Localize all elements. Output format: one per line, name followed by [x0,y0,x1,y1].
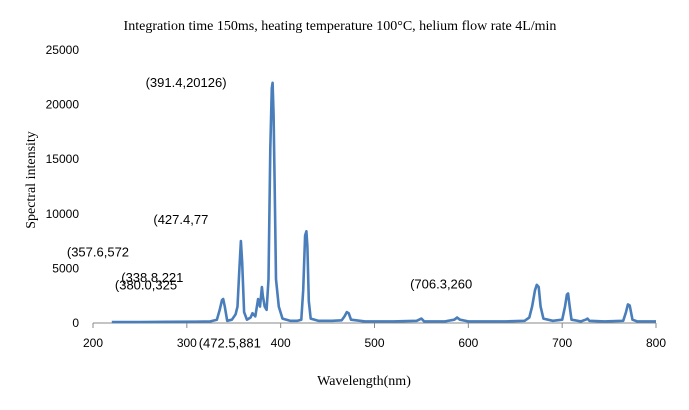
x-axis-label: Wavelength(nm) [317,374,411,389]
y-axis-ticks: 0 5000 10000 15000 20000 25000 [46,43,80,330]
y-tick-label: 5000 [52,261,79,275]
x-tick-label: 200 [83,336,103,350]
x-tick-label: 600 [458,336,478,350]
y-tick-label: 0 [72,316,79,330]
x-tick-label: 800 [646,336,666,350]
peak-annotation: (357.6,572 [67,245,129,260]
x-tick-label: 500 [364,336,384,350]
plot-area [111,81,656,324]
spectrum-line [111,81,656,324]
peak-annotation: (338.8,221 [121,270,183,285]
peak-annotation: (427.4,77 [153,212,208,227]
x-tick-label: 700 [552,336,572,350]
peak-annotation: (706.3,260 [410,277,472,292]
peak-annotation: (391.4,20126) [146,75,227,90]
y-tick-label: 10000 [46,207,80,221]
x-axis-ticks: 200 300 400 500 600 700 800 [83,323,666,350]
peak-annotation: (472.5,881 [199,335,261,350]
peak-annotation: (380.0,325 [115,278,177,293]
y-tick-label: 25000 [46,43,80,57]
y-tick-label: 15000 [46,152,80,166]
y-tick-label: 20000 [46,98,80,112]
x-tick-label: 400 [271,336,291,350]
annotations: (338.8,221 (357.6,572 (380.0,325 (391.4,201… [67,75,472,350]
y-axis-label: Spectral intensity [24,131,39,229]
chart-title: Integration time 150ms, heating temperat… [124,19,557,34]
x-tick-label: 300 [177,336,197,350]
